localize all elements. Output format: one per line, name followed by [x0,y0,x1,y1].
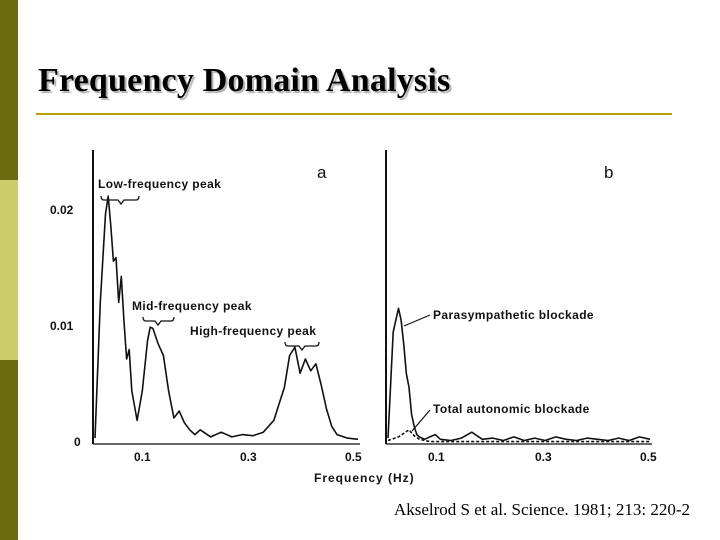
x-tick-label: 0.5 [345,450,362,464]
mid-frequency-bracket [142,316,175,327]
high-frequency-peak-label: High-frequency peak [190,324,316,338]
citation-text: Akselrod S et al. Science. 1981; 213: 22… [393,500,690,519]
x-tick-label: 0.3 [535,450,552,464]
parasympathetic-blockade-label: Parasympathetic blockade [433,308,594,322]
total-autonomic-blockade-label: Total autonomic blockade [433,402,590,416]
x-axis-label: Frequency (Hz) [314,471,415,485]
spectrum-line-panel-b-2 [387,429,650,443]
x-tick-label: 0.3 [240,450,257,464]
x-tick-label: 0.1 [428,450,445,464]
y-tick-label: 0.01 [50,319,74,333]
spectrum-line-panel-a-1 [94,195,359,441]
panel-b-label: b [604,163,613,182]
accent-stripe-top [0,0,18,180]
low-frequency-bracket [100,195,140,206]
slide-title: Frequency Domain Analysis [38,62,451,99]
parasympathetic-pointer [403,314,431,327]
title-underline [36,113,672,115]
low-frequency-peak-label: Low-frequency peak [98,177,221,191]
x-tick-label: 0.1 [134,450,151,464]
y-tick-label: 0.02 [50,203,74,217]
high-frequency-bracket [284,341,320,352]
panel-a-label: a [317,163,327,182]
x-tick-label: 0.5 [640,450,657,464]
accent-stripe-bottom [0,360,18,540]
spectrum-line-panel-b-1 [387,307,651,442]
accent-stripe-middle [0,180,18,360]
mid-frequency-peak-label: Mid-frequency peak [132,299,252,313]
y-tick-label: 0 [74,435,81,449]
